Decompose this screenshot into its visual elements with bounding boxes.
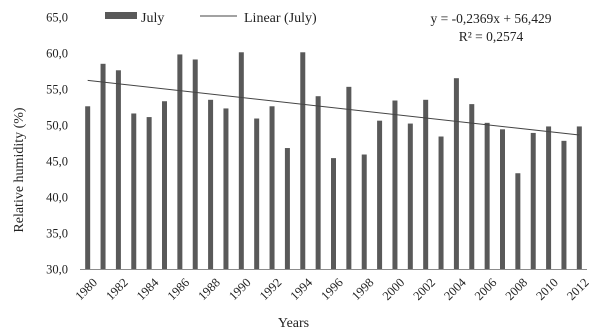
x-tick-label: 2000 [380, 275, 408, 303]
x-tick-label: 1980 [72, 275, 100, 303]
bar-1989 [223, 108, 229, 269]
bar-1990 [238, 52, 244, 269]
bar-2003 [438, 136, 444, 269]
x-tick-label: 2012 [564, 275, 589, 303]
x-tick-label: 2008 [503, 275, 531, 303]
trendline-equation: y = -0,2369x + 56,429 [431, 11, 552, 26]
x-tick-label: 2004 [441, 275, 469, 303]
bar-2006 [484, 122, 490, 269]
x-tick-label: 1996 [318, 275, 346, 303]
bar-2002 [423, 99, 429, 269]
bar-1992 [269, 106, 275, 269]
bar-1994 [300, 52, 306, 269]
legend-label-july: July [141, 11, 164, 26]
trendline [87, 79, 580, 136]
bar-1991 [254, 118, 260, 270]
legend-label-linear: Linear (July) [244, 11, 317, 26]
bar-2008 [515, 173, 521, 269]
bar-1999 [377, 120, 383, 270]
y-tick-label: 50,0 [46, 119, 68, 133]
y-tick-label: 45,0 [46, 155, 68, 169]
bar-1986 [177, 54, 183, 269]
bar-1985 [162, 101, 167, 270]
x-tick-label: 1998 [349, 275, 377, 303]
bar-1987 [192, 59, 198, 270]
x-tick-label: 2010 [533, 275, 561, 303]
legend: July Linear (July) [105, 11, 317, 26]
x-tick-label: 2006 [472, 275, 500, 303]
bars [85, 52, 582, 270]
bar-1993 [284, 148, 290, 269]
bar-1998 [361, 154, 367, 269]
bar-2010 [546, 126, 552, 269]
y-tick-label: 40,0 [46, 191, 68, 205]
y-tick-label: 55,0 [46, 83, 68, 97]
bar-1996 [331, 158, 336, 269]
bar-2001 [407, 123, 413, 269]
bar-1982 [115, 70, 121, 269]
y-tick-labels: 30,0 35,0 40,0 45,0 50,0 55,0 60,0 65,0 [46, 11, 68, 277]
bar-1988 [208, 99, 214, 269]
x-tick-label: 1994 [288, 275, 316, 303]
trendline-r-squared: R² = 0,2574 [459, 29, 524, 44]
y-axis-title: Relative humidity (%) [12, 107, 27, 233]
legend-swatch-july [105, 12, 137, 19]
bar-1984 [146, 117, 152, 269]
bar-2012 [576, 126, 582, 269]
y-tick-label: 65,0 [46, 11, 68, 25]
bar-1983 [131, 113, 137, 269]
bar-1980 [85, 106, 91, 269]
x-tick-label: 1992 [257, 275, 285, 303]
y-tick-label: 35,0 [46, 227, 68, 241]
y-tick-label: 60,0 [46, 47, 68, 61]
bar-1981 [100, 63, 106, 269]
x-axis-title: Years [278, 316, 309, 331]
x-tick-label: 1990 [226, 275, 254, 303]
bar-2005 [469, 104, 475, 270]
bar-2011 [561, 140, 567, 269]
bar-1997 [346, 86, 352, 269]
bar-2009 [530, 132, 536, 269]
y-axis-title-group: Relative humidity (%) [12, 107, 27, 233]
x-tick-label: 1982 [103, 275, 131, 303]
x-tick-labels: 1980 1982 1984 1986 1988 1990 1992 1994 1996 1998… [72, 275, 589, 303]
bar-2004 [453, 78, 459, 269]
x-tick-label: 2002 [410, 275, 438, 303]
bar-2007 [500, 129, 505, 269]
x-tick-label: 1988 [195, 275, 223, 303]
x-tick-label: 1986 [165, 275, 193, 303]
bar-2000 [392, 100, 398, 270]
bar-1995 [315, 96, 321, 269]
x-tick-label: 1984 [134, 275, 162, 303]
y-tick-label: 30,0 [46, 263, 68, 277]
